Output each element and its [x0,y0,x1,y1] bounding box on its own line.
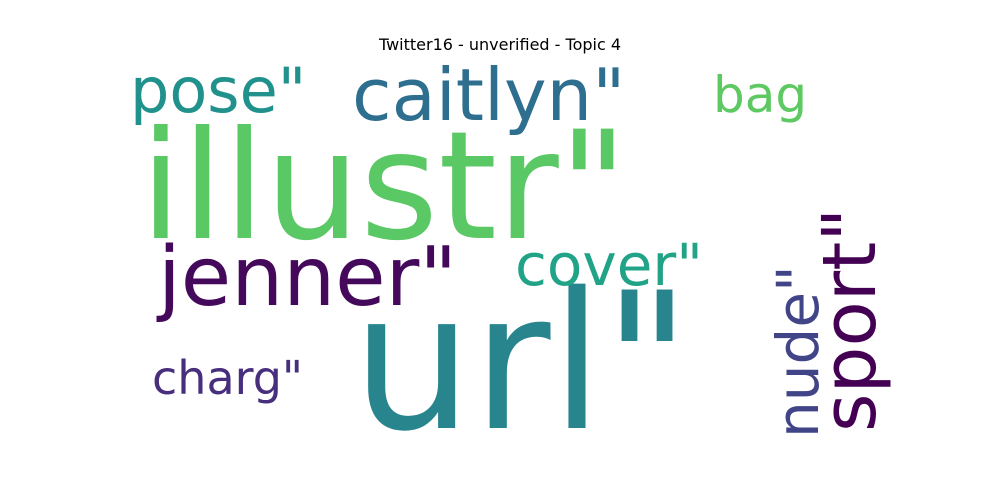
word-charg: charg" [152,351,303,405]
word-jenner: jenner" [156,230,457,325]
word-url: url" [352,252,691,473]
word-bag: bag [713,66,807,124]
word-nude: nude" [764,265,832,438]
word-cover: cover" [515,231,703,299]
word-illustr: illustr" [140,100,628,274]
word-sport: sport" [807,208,893,432]
word-pose: pose" [130,54,306,127]
figure-title: Twitter16 - unverified - Topic 4 [378,35,622,54]
word-caitlyn: caitlyn" [352,53,625,137]
